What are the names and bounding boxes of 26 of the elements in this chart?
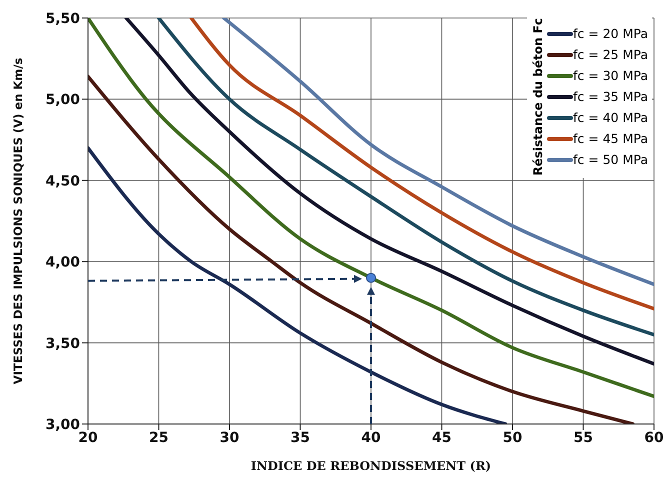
y-tick-label: 4,00: [45, 254, 80, 271]
x-tick-label: 60: [644, 430, 664, 446]
legend-label: fc = 20 MPa: [573, 25, 648, 44]
legend-title: Résistance du béton Fc: [531, 18, 545, 176]
x-tick-label: 50: [502, 430, 522, 446]
y-tick-label: 3,50: [45, 336, 80, 352]
y-tick-label: 5,50: [45, 10, 80, 27]
line-series: [88, 146, 508, 424]
legend-label: fc = 50 MPa: [573, 151, 648, 170]
x-tick-label: 20: [78, 430, 98, 446]
legend-label: fc = 40 MPa: [573, 109, 648, 128]
y-tick-label: 3,00: [45, 416, 80, 433]
x-tick-label: 25: [149, 430, 168, 446]
y-tick-label: 4,50: [45, 173, 80, 190]
legend-label: fc = 45 MPa: [573, 130, 648, 148]
x-tick-label: 45: [432, 430, 452, 446]
y-axis-title: VITESSES DES IMPULSIONS SONIQUES (V) en Km/s: [11, 58, 26, 384]
x-axis-title: INDICE DE REBONDISSEMENT (R): [250, 459, 492, 473]
x-tick-label: 40: [361, 430, 381, 446]
x-tick-label: 35: [290, 430, 310, 446]
legend-label: fc = 25 MPa: [573, 46, 648, 64]
legend-label: fc = 30 MPa: [573, 67, 648, 86]
x-tick-label: 30: [220, 430, 240, 446]
y-tick-label: 5,00: [45, 92, 80, 108]
x-tick-label: 55: [574, 430, 593, 446]
legend-label: fc = 35 MPa: [573, 88, 648, 106]
